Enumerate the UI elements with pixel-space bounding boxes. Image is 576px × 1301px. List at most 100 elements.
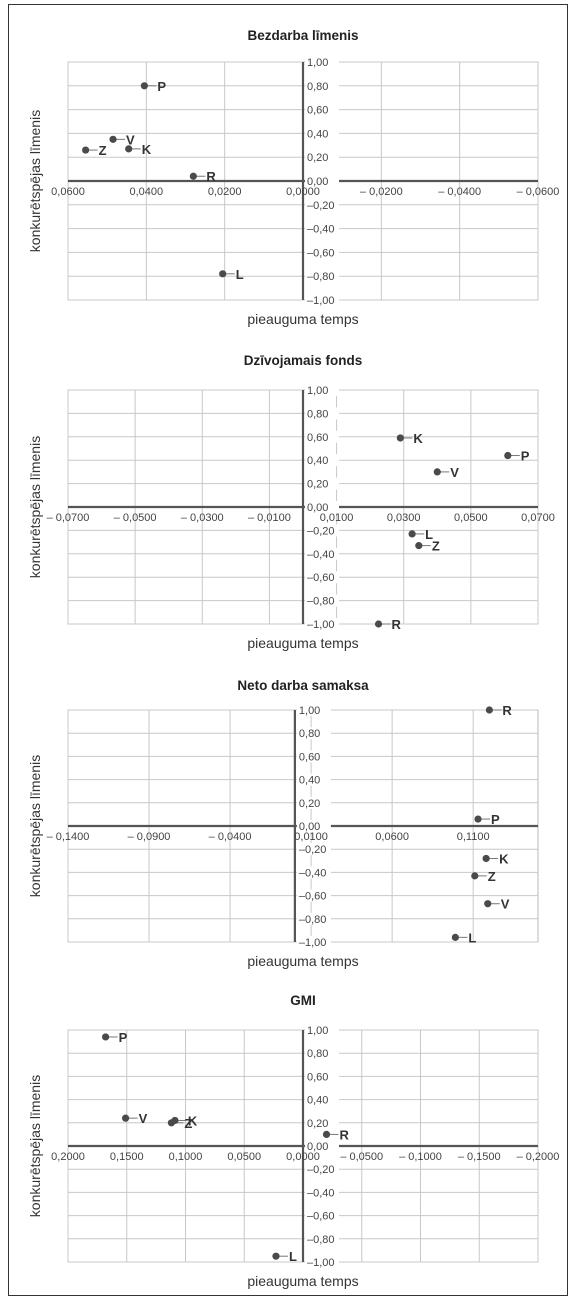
y-tick-bg — [296, 866, 331, 879]
data-point-P — [102, 1033, 110, 1041]
y-tick-label: 0,00 — [307, 502, 328, 514]
y-tick-bg — [305, 1070, 339, 1083]
y-tick-bg — [305, 127, 339, 140]
y-tick-bg — [296, 796, 331, 809]
x-tick-label: 0,1100 — [457, 831, 490, 843]
y-tick-label: 0,80 — [299, 728, 320, 740]
chart-2: Dzīvojamais fonds 1,00 0,80 0,60 0,40 0,20 0,0… — [27, 353, 555, 651]
data-point-K — [482, 854, 490, 863]
y-axis-title: konkurētspējas līmenis — [27, 1075, 43, 1217]
point-label: V — [501, 897, 510, 912]
point-label: Z — [99, 143, 107, 158]
y-tick-bg — [305, 501, 339, 513]
y-tick-label: 0,40 — [299, 775, 320, 787]
point-label: K — [499, 851, 509, 866]
x-tick-label: – 0,1000 — [399, 1151, 442, 1163]
data-point-L — [451, 933, 459, 941]
x-tick-label: – 0,2000 — [517, 1151, 560, 1163]
y-tick-bg — [305, 56, 339, 68]
y-tick-label: –0,80 — [307, 1234, 335, 1246]
point-label: P — [157, 79, 166, 94]
x-tick-label: 0,0700 — [521, 512, 555, 524]
x-axis-title: pieauguma temps — [247, 1273, 358, 1289]
y-tick-bg — [305, 1186, 339, 1199]
y-tick-label: 0,80 — [307, 408, 328, 420]
y-tick-bg — [305, 1163, 339, 1176]
x-tick-label: – 0,0400 — [209, 831, 252, 843]
y-tick-label: 0,60 — [307, 105, 328, 117]
y-tick-label: 0,80 — [307, 81, 328, 93]
y-tick-label: 0,60 — [299, 751, 320, 763]
y-tick-label: –0,40 — [307, 224, 335, 236]
data-point-V — [121, 1114, 130, 1122]
data-point-Z — [415, 542, 423, 550]
y-tick-bg — [305, 524, 339, 537]
x-tick-label: – 0,0500 — [114, 512, 157, 524]
chart-1: Bezdarba līmenis 1,00 0,80 0,60 0,40 0,20 0,00… — [27, 28, 559, 327]
y-tick-label: –0,20 — [299, 844, 327, 856]
data-point-L — [219, 270, 227, 278]
y-tick-bg — [296, 773, 331, 786]
data-point-Z — [82, 146, 90, 154]
x-tick-label: – 0,0100 — [248, 512, 291, 524]
x-tick-label: 0,0500 — [227, 1151, 261, 1163]
y-tick-bg — [305, 175, 339, 187]
y-tick-bg — [305, 1140, 339, 1152]
data-point-V — [433, 468, 441, 476]
y-tick-label: –0,40 — [307, 1187, 335, 1199]
x-axis-title: pieauguma temps — [247, 635, 358, 651]
point-label: K — [142, 142, 152, 157]
x-tick-label: 0,0500 — [454, 512, 488, 524]
y-tick-bg — [305, 618, 339, 630]
y-tick-bg — [296, 704, 331, 716]
y-tick-label: 0,60 — [307, 1071, 328, 1083]
point-label: P — [521, 449, 530, 464]
x-tick-label: 0,0100 — [294, 831, 328, 843]
point-label: V — [126, 132, 135, 147]
y-axis-title: konkurētspējas līmenis — [27, 755, 43, 897]
y-tick-label: –1,00 — [307, 619, 335, 631]
y-tick-label: –0,60 — [299, 891, 327, 903]
x-tick-label: – 0,1400 — [47, 831, 90, 843]
point-label: V — [450, 465, 459, 480]
y-tick-bg — [296, 727, 331, 740]
y-tick-label: 0,80 — [307, 1048, 328, 1060]
point-label: L — [468, 930, 476, 945]
x-tick-label: – 0,1500 — [458, 1151, 501, 1163]
x-tick-label: – 0,0900 — [128, 831, 171, 843]
x-tick-label: 0,0600 — [375, 831, 409, 843]
y-tick-bg — [296, 912, 331, 925]
y-tick-bg — [305, 1116, 339, 1129]
y-tick-bg — [296, 936, 331, 948]
y-tick-label: 0,00 — [299, 821, 320, 833]
y-tick-bg — [305, 407, 339, 420]
data-point-K — [171, 1116, 179, 1125]
y-tick-bg — [305, 1024, 339, 1036]
y-tick-label: –1,00 — [307, 1257, 335, 1269]
y-tick-bg — [296, 750, 331, 763]
y-tick-label: –0,80 — [299, 914, 327, 926]
point-label: R — [502, 703, 512, 718]
data-point-P — [140, 82, 148, 90]
x-tick-label: 0,1000 — [169, 1151, 203, 1163]
data-point-R — [485, 706, 493, 714]
y-tick-bg — [305, 222, 339, 235]
y-tick-bg — [296, 820, 331, 832]
data-point-V — [109, 135, 117, 143]
y-tick-label: 0,40 — [307, 128, 328, 140]
y-tick-bg — [305, 430, 339, 443]
point-label: Z — [184, 1116, 192, 1131]
data-point-V — [484, 900, 492, 908]
y-tick-bg — [305, 151, 339, 164]
x-axis-title: pieauguma temps — [247, 953, 358, 969]
x-tick-label: 0,0100 — [320, 512, 354, 524]
y-axis-title: konkurētspējas līmenis — [27, 110, 43, 252]
point-label: L — [236, 267, 244, 282]
y-tick-label: 0,40 — [307, 1095, 328, 1107]
data-point-P — [474, 815, 482, 823]
chart-title: Neto darba samaksa — [237, 678, 369, 693]
y-tick-bg — [305, 571, 339, 584]
y-tick-bg — [305, 454, 339, 467]
chart-4: GMI 1,00 0,80 0,60 0,40 0,20 0,00 –0,20 –0,40 –0,… — [27, 993, 559, 1289]
